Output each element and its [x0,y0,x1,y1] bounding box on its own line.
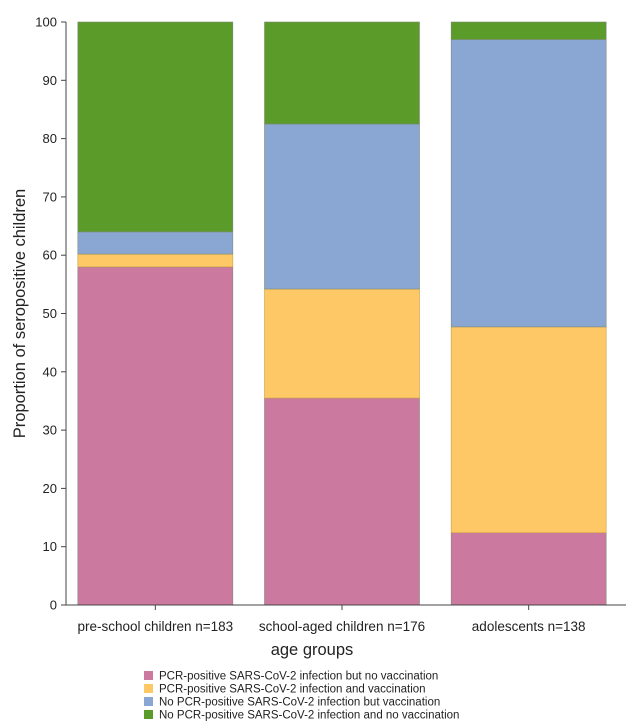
bar-segment-1-3 [450,532,607,606]
legend-swatch [144,697,153,706]
x-axis-title: age groups [271,641,354,659]
legend-swatch [144,710,153,719]
y-tick-label: 40 [43,364,57,379]
legend-label: PCR-positive SARS-CoV-2 infection and va… [159,684,426,696]
x-tick-label: pre-school children n=183 [77,619,233,634]
x-axis-tick-labels: pre-school children n=183 school-aged chi… [77,605,586,634]
bar-segment-4-3 [450,21,607,40]
bar-segment-3-2 [264,123,420,290]
y-tick-label: 70 [43,189,57,204]
legend-swatch [144,684,153,693]
y-tick-label: 60 [43,248,57,263]
y-tick-label: 100 [35,15,57,30]
y-tick-label: 30 [43,423,57,438]
y-axis-ticks: 0 10 20 30 40 50 60 70 80 90 100 [35,15,66,613]
bar-segment-1-1 [77,266,234,606]
legend-label: PCR-positive SARS-CoV-2 infection but no… [159,671,438,683]
legend-label: No PCR-positive SARS-CoV-2 infection but… [159,697,440,709]
bar-segment-2-3 [450,326,607,534]
bars-group [77,21,607,606]
bar-segment-1-2 [264,397,420,606]
y-tick-label: 50 [43,306,57,321]
y-tick-label: 0 [50,598,57,613]
y-axis-title: Proportion of seropositive children [11,189,29,438]
x-tick-label: adolescents n=138 [472,619,586,634]
y-tick-label: 80 [43,131,57,146]
bar-segment-4-1 [77,21,234,233]
legend: PCR-positive SARS-CoV-2 infection but no… [144,671,459,722]
bar-segment-3-1 [77,231,234,255]
y-tick-label: 20 [43,481,57,496]
y-tick-label: 10 [43,539,57,554]
legend-swatch [144,671,153,680]
x-tick-label: school-aged children n=176 [259,619,425,634]
bar-segment-2-2 [264,288,420,399]
legend-label: No PCR-positive SARS-CoV-2 infection and… [159,710,459,722]
bar-segment-4-2 [264,21,420,125]
bar-segment-2-1 [77,253,234,268]
bar-segment-3-3 [450,39,607,328]
plot-area: 0 10 20 30 40 50 60 70 80 90 100 pre-school childr… [35,15,626,634]
y-tick-label: 90 [43,73,57,88]
